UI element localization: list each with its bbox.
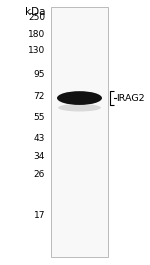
Text: 250: 250 [28, 13, 45, 22]
Text: 55: 55 [33, 113, 45, 122]
Text: 130: 130 [28, 46, 45, 55]
FancyBboxPatch shape [51, 7, 108, 257]
Text: 43: 43 [34, 134, 45, 143]
Text: 180: 180 [28, 30, 45, 39]
Ellipse shape [58, 104, 101, 112]
Ellipse shape [57, 91, 102, 105]
Text: kDa: kDa [24, 7, 45, 17]
Text: 95: 95 [33, 70, 45, 79]
Text: 26: 26 [34, 170, 45, 179]
Text: 72: 72 [34, 92, 45, 101]
Text: 17: 17 [33, 211, 45, 220]
Text: IRAG2: IRAG2 [116, 94, 145, 103]
Text: 34: 34 [34, 152, 45, 161]
